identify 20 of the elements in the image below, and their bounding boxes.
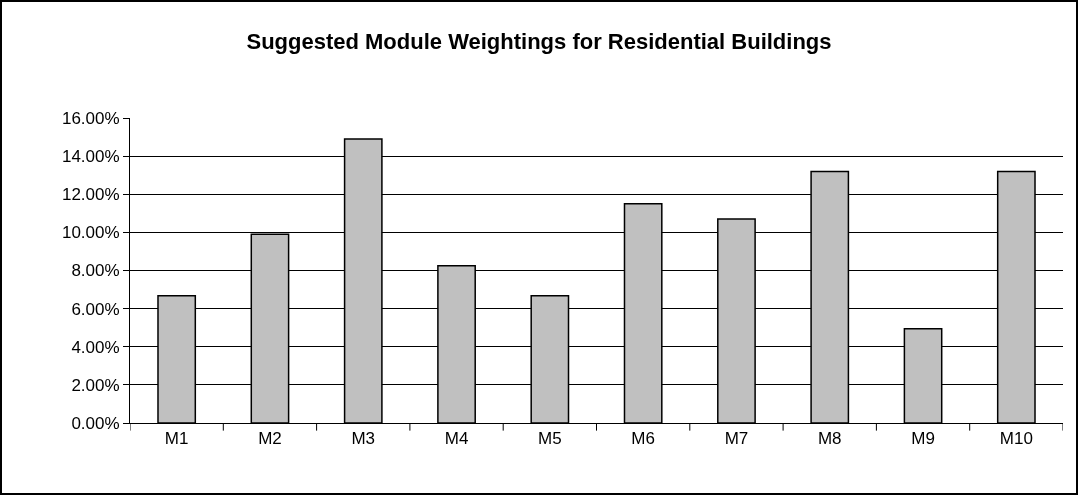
x-tick-label: M7: [724, 429, 749, 449]
x-tick-label: M8: [817, 429, 842, 449]
x-tick-label: M4: [444, 429, 469, 449]
x-tick-label: M1: [164, 429, 189, 449]
y-tick-label: 14.00%: [61, 147, 120, 167]
x-tick-label: M6: [631, 429, 655, 449]
y-tick-label: 4.00%: [71, 337, 120, 357]
chart-title: Suggested Module Weightings for Residential Buildings: [246, 28, 832, 54]
y-tick-label: 12.00%: [61, 185, 120, 205]
x-tick-label: M10: [999, 429, 1033, 449]
y-tick-label: 16.00%: [61, 108, 120, 128]
y-tick-label: 8.00%: [71, 261, 120, 281]
y-tick-label: 0.00%: [71, 413, 120, 433]
x-tick-label: M3: [351, 429, 376, 449]
y-tick-label: 10.00%: [61, 223, 120, 243]
x-tick-label: M2: [258, 429, 282, 449]
y-tick-label: 6.00%: [71, 299, 120, 319]
x-tick-label: M9: [911, 429, 935, 449]
y-tick-label: 2.00%: [71, 375, 120, 395]
x-tick-label: M5: [538, 429, 562, 449]
